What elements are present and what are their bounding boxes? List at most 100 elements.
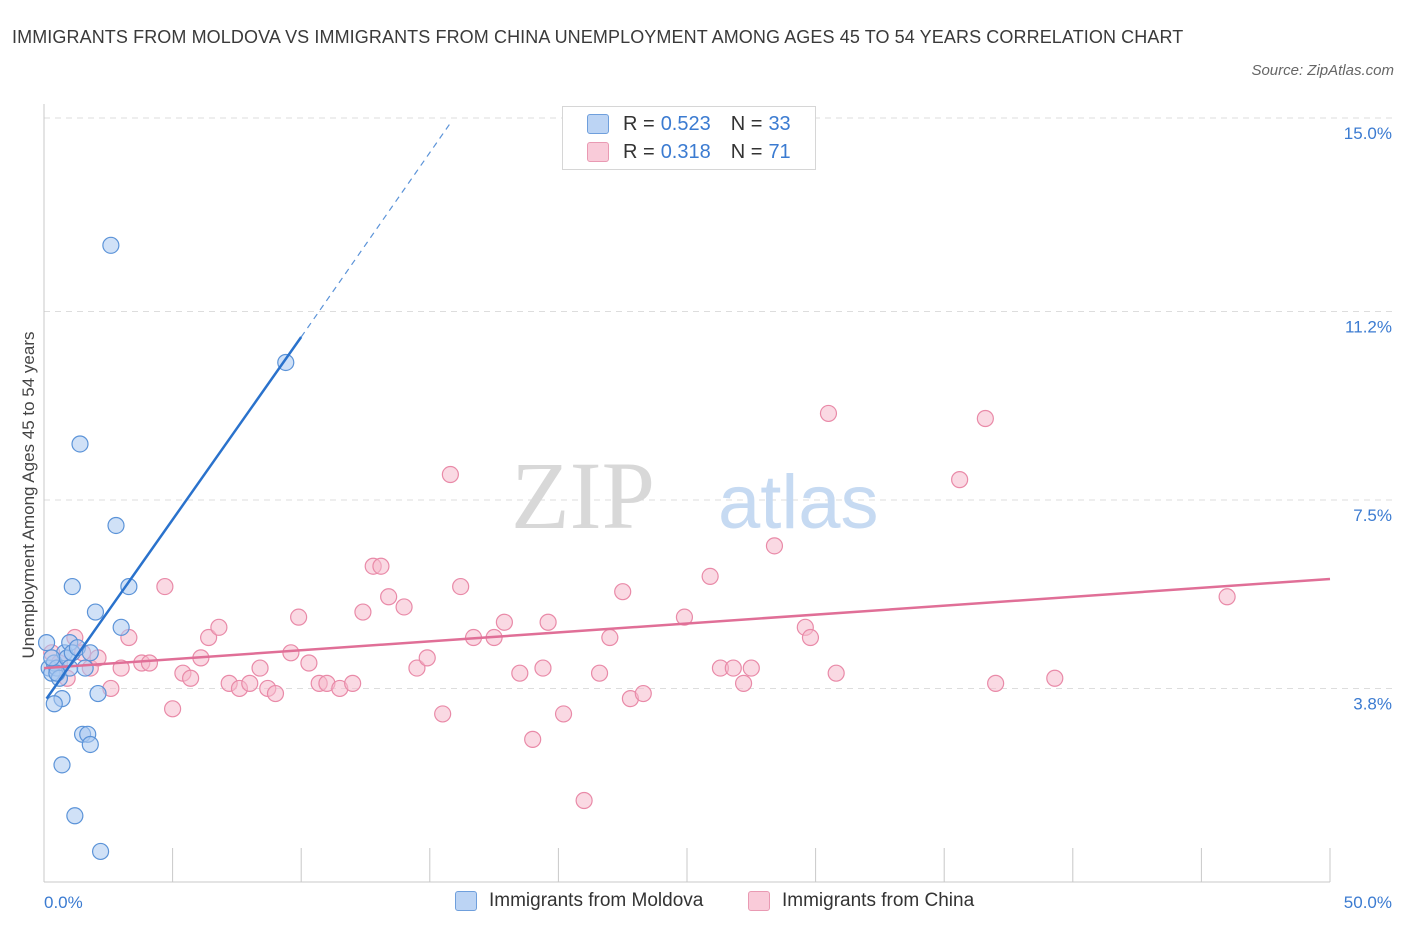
x-tick-label: 0.0% [44, 893, 83, 912]
y-tick-label: 7.5% [1353, 506, 1392, 525]
legend-r-label: R = [623, 112, 655, 135]
moldova-point [89, 684, 107, 703]
china-point [182, 669, 200, 687]
china-point [344, 674, 362, 692]
series-china-points [43, 404, 1236, 810]
moldova-point [43, 649, 61, 667]
china-point [266, 684, 285, 703]
legend-n-label: N = [730, 112, 763, 135]
china-point [1046, 669, 1064, 687]
moldova-point [63, 577, 81, 596]
china-point [372, 557, 390, 575]
china-point [354, 603, 372, 621]
china-point [452, 577, 470, 596]
gridlines [44, 117, 1392, 689]
moldova-point [112, 618, 130, 636]
legend-item-china: Immigrants from China [748, 890, 974, 912]
china-point [200, 628, 218, 647]
moldova-point [37, 634, 56, 652]
china-point [819, 404, 838, 423]
china-point [614, 583, 632, 601]
moldova-point [53, 756, 71, 774]
china-point [140, 654, 159, 672]
china-point [734, 674, 753, 692]
legend-r-value-moldova: 0.523 [660, 112, 711, 135]
chart-title: IMMIGRANTS FROM MOLDOVA VS IMMIGRANTS FR… [12, 27, 1184, 47]
moldova-point [91, 842, 110, 861]
legend-swatch-moldova [587, 114, 609, 134]
moldova-trend-line [45, 336, 303, 700]
china-point [575, 791, 593, 810]
legend-swatch-china [587, 142, 609, 162]
china-point [951, 471, 969, 489]
china-point [418, 649, 436, 667]
x-tick-labels: 0.0% 50.0% [44, 893, 1392, 912]
moldova-point [86, 603, 105, 621]
y-axis-label: Unemployment Among Ages 45 to 54 years [19, 332, 38, 659]
watermark-zip: ZIP [511, 442, 655, 549]
china-point [210, 618, 228, 636]
moldova-point [81, 735, 99, 754]
china-point [675, 608, 694, 626]
china-point [156, 577, 174, 596]
legend-n-label: N = [730, 140, 763, 163]
china-point [290, 608, 308, 626]
legend-swatch-china [748, 891, 770, 911]
legend-label-moldova: Immigrants from Moldova [489, 890, 704, 911]
china-point [590, 664, 609, 682]
legend-r-value-china: 0.318 [660, 140, 711, 163]
china-point [801, 628, 820, 647]
y-tick-label: 3.8% [1353, 694, 1392, 713]
china-point [554, 705, 573, 723]
legend-row-china: R = 0.318 N = 71 [587, 140, 791, 164]
china-point [441, 465, 459, 484]
china-point [724, 659, 742, 677]
china-point [495, 613, 513, 631]
china-point [539, 613, 557, 631]
china-trend-line [43, 577, 1331, 670]
watermark-atlas: atlas [718, 460, 879, 545]
moldova-point [120, 577, 138, 596]
y-tick-label: 15.0% [1344, 124, 1392, 143]
china-point [511, 664, 529, 682]
china-point [534, 659, 552, 677]
legend-r-label: R = [623, 140, 655, 163]
y-tick-labels: 3.8% 7.5% 11.2% 15.0% [1344, 124, 1392, 713]
correlation-legend: R = 0.523 N = 33 R = 0.318 N = 71 [562, 106, 816, 170]
trend-lines [43, 122, 1331, 700]
moldova-point [66, 807, 84, 825]
china-point [241, 674, 259, 692]
moldova-point [71, 435, 89, 453]
legend-label-china: Immigrants from China [782, 890, 975, 911]
moldova-trend-extension [300, 122, 451, 338]
china-point [701, 567, 719, 586]
china-point [282, 644, 300, 662]
moldova-point [45, 695, 63, 713]
china-point [601, 628, 619, 647]
china-point [742, 659, 760, 677]
legend-swatch-moldova [455, 891, 477, 911]
series-moldova-points [37, 236, 295, 861]
china-point [827, 664, 845, 682]
legend-n-value-moldova: 33 [768, 112, 791, 135]
moldova-point [76, 659, 94, 677]
china-point [987, 674, 1005, 692]
axes [43, 104, 1331, 883]
china-point [395, 598, 413, 616]
china-point [765, 537, 784, 555]
moldova-point [107, 516, 125, 535]
china-point [1218, 588, 1236, 606]
moldova-point [81, 644, 99, 662]
legend-item-moldova: Immigrants from Moldova [455, 890, 703, 912]
china-point [434, 705, 452, 723]
source-label: Source: ZipAtlas.com [1251, 62, 1394, 79]
china-point [251, 659, 269, 677]
x-tick-label: 50.0% [1344, 893, 1392, 912]
china-point [380, 588, 398, 606]
legend-row-moldova: R = 0.523 N = 33 [587, 112, 791, 136]
china-point [634, 684, 652, 703]
legend-n-value-china: 71 [768, 140, 791, 163]
china-point [524, 730, 542, 748]
china-point [408, 659, 426, 677]
